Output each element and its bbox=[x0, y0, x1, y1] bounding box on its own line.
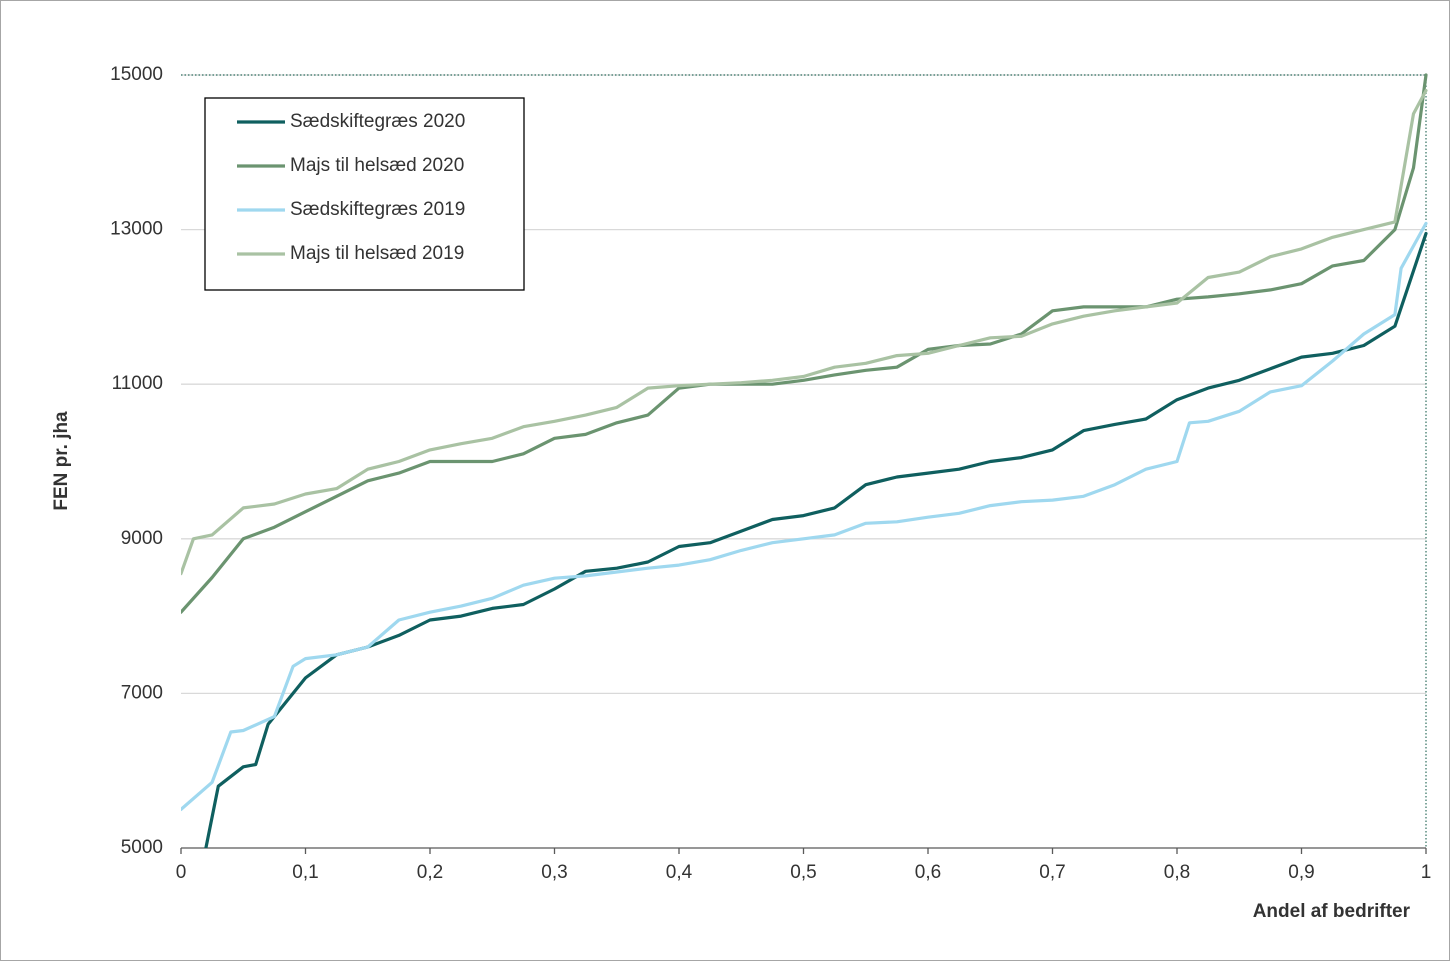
y-tick-label: 9000 bbox=[121, 528, 163, 549]
x-axis-title: Andel af bedrifter bbox=[1253, 901, 1411, 922]
legend-label: Sædskiftegræs 2019 bbox=[290, 199, 465, 220]
legend-box bbox=[204, 97, 525, 291]
y-tick-label: 5000 bbox=[121, 837, 163, 858]
y-tick-label: 15000 bbox=[110, 64, 163, 85]
legend-label: Majs til helsæd 2020 bbox=[290, 155, 464, 176]
x-tick-label: 0,3 bbox=[541, 862, 567, 883]
series-line bbox=[181, 88, 1428, 576]
x-tick-label: 0,7 bbox=[1039, 862, 1065, 883]
y-tick-label: 11000 bbox=[112, 373, 163, 394]
x-tick-label: 0,8 bbox=[1164, 862, 1190, 883]
series-line bbox=[181, 73, 1428, 614]
x-tick-label: 0,9 bbox=[1288, 862, 1314, 883]
y-tick-label: 13000 bbox=[110, 219, 163, 240]
y-tick-label: 7000 bbox=[121, 682, 163, 703]
legend: Sædskiftegræs 2020 Majs til helsæd 2020 Sæ… bbox=[204, 97, 525, 291]
x-tick-label: 1 bbox=[1421, 862, 1432, 883]
series-lines bbox=[181, 73, 1428, 848]
x-tick-label: 0 bbox=[176, 862, 187, 883]
x-tick-label: 0,4 bbox=[666, 862, 693, 883]
x-tick-label: 0,2 bbox=[417, 862, 443, 883]
x-tick-label: 0,1 bbox=[292, 862, 318, 883]
x-tick-label: 0,5 bbox=[790, 862, 816, 883]
legend-label: Sædskiftegræs 2020 bbox=[290, 111, 465, 132]
series-line bbox=[181, 221, 1428, 811]
x-tick-label: 0,6 bbox=[915, 862, 941, 883]
y-axis-title: FEN pr. jha bbox=[51, 411, 72, 511]
legend-label: Majs til helsæd 2019 bbox=[290, 243, 464, 264]
